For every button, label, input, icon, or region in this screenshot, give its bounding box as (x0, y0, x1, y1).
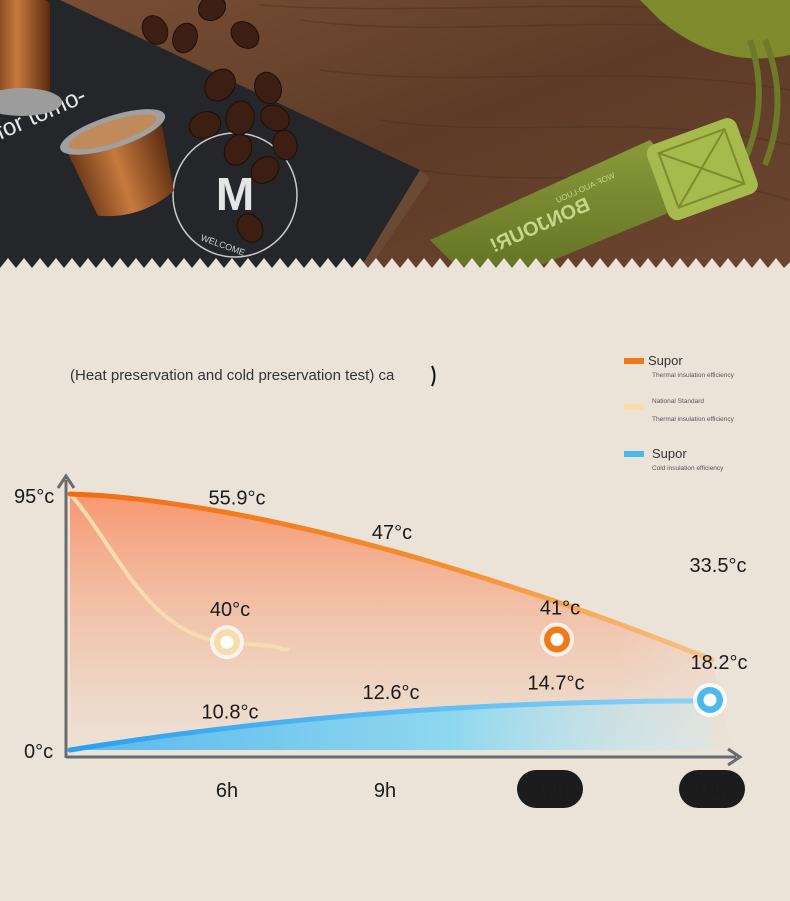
zigzag-edge (0, 258, 790, 285)
legend-swatch-national (624, 404, 644, 410)
label-cold-18h: 18.2°c (691, 652, 748, 674)
marker-national-6h (210, 625, 244, 660)
x-axis-arrow (727, 747, 743, 767)
legend-desc-supor-cold: Cold insulation efficiency (652, 465, 724, 472)
legend-desc-supor-heat: Thermal insulation efficiency (652, 372, 735, 379)
label-national-6h: 40°c (210, 599, 250, 621)
x-tick-6h: 6h (216, 780, 238, 802)
x-tick-pill-12h (517, 770, 583, 808)
point-markers (210, 622, 727, 717)
legend-swatch-supor-cold (624, 451, 644, 457)
legend: Supor Thermal insulation efficiency Nati… (624, 353, 735, 472)
x-tick-9h: 9h (374, 780, 396, 802)
label-cold-9h: 12.6°c (363, 682, 420, 704)
label-cold-6h: 10.8°c (202, 701, 259, 723)
coffee-capsule-top (0, 0, 62, 116)
bottle-strap: BONJOUR! WOF·AUO·LUOU (430, 0, 790, 285)
x-tick-labels: 6h 9h 12h 18h (216, 770, 745, 808)
coaster-edge (350, 170, 430, 285)
label-heat-12h: 41°c (540, 598, 580, 620)
supor-cold-line (67, 698, 715, 753)
x-tick-18h: 18h (695, 780, 728, 802)
label-heat-18h: 33.5°c (690, 555, 747, 577)
legend-name-national: National Standard (652, 398, 704, 405)
subtitle-bracket (431, 365, 436, 387)
data-labels: 55.9°c 47°c 41°c 33.5°c 40°c 10.8°c 12.6°c 14.7… (202, 488, 748, 724)
marker-supor-cold-18h (693, 682, 727, 717)
legend-swatch-supor-heat (624, 358, 644, 364)
label-cold-12h: 14.7°c (528, 673, 585, 695)
coffee-capsule-tilted (60, 109, 174, 217)
y-tick-bottom: 0°c (24, 741, 53, 763)
label-heat-9h: 47°c (372, 522, 412, 544)
legend-name-supor-cold: Supor (652, 446, 687, 461)
cold-area-fill (70, 701, 712, 750)
legend-name-supor-heat: Supor (648, 353, 683, 368)
y-axis-arrow (56, 473, 76, 489)
coffee-beans (141, 0, 298, 243)
chart-subtitle: (Heat preservation and cold preservation… (70, 367, 395, 384)
x-tick-12h: 12h (533, 780, 566, 802)
y-tick-top: 95°c (14, 486, 54, 508)
axes (56, 473, 743, 767)
heat-area-fill (70, 494, 732, 750)
supor-heat-line (67, 491, 715, 663)
x-tick-pill-18h (679, 770, 745, 808)
stamp-letter: M (216, 168, 254, 220)
label-heat-6h: 55.9°c (209, 488, 266, 510)
legend-desc-national: Thermal insulation efficiency (652, 416, 735, 423)
marker-supor-heat-12h (540, 622, 574, 657)
product-photo-banner: M WELCOME for tomo- BONJOUR (0, 0, 790, 285)
